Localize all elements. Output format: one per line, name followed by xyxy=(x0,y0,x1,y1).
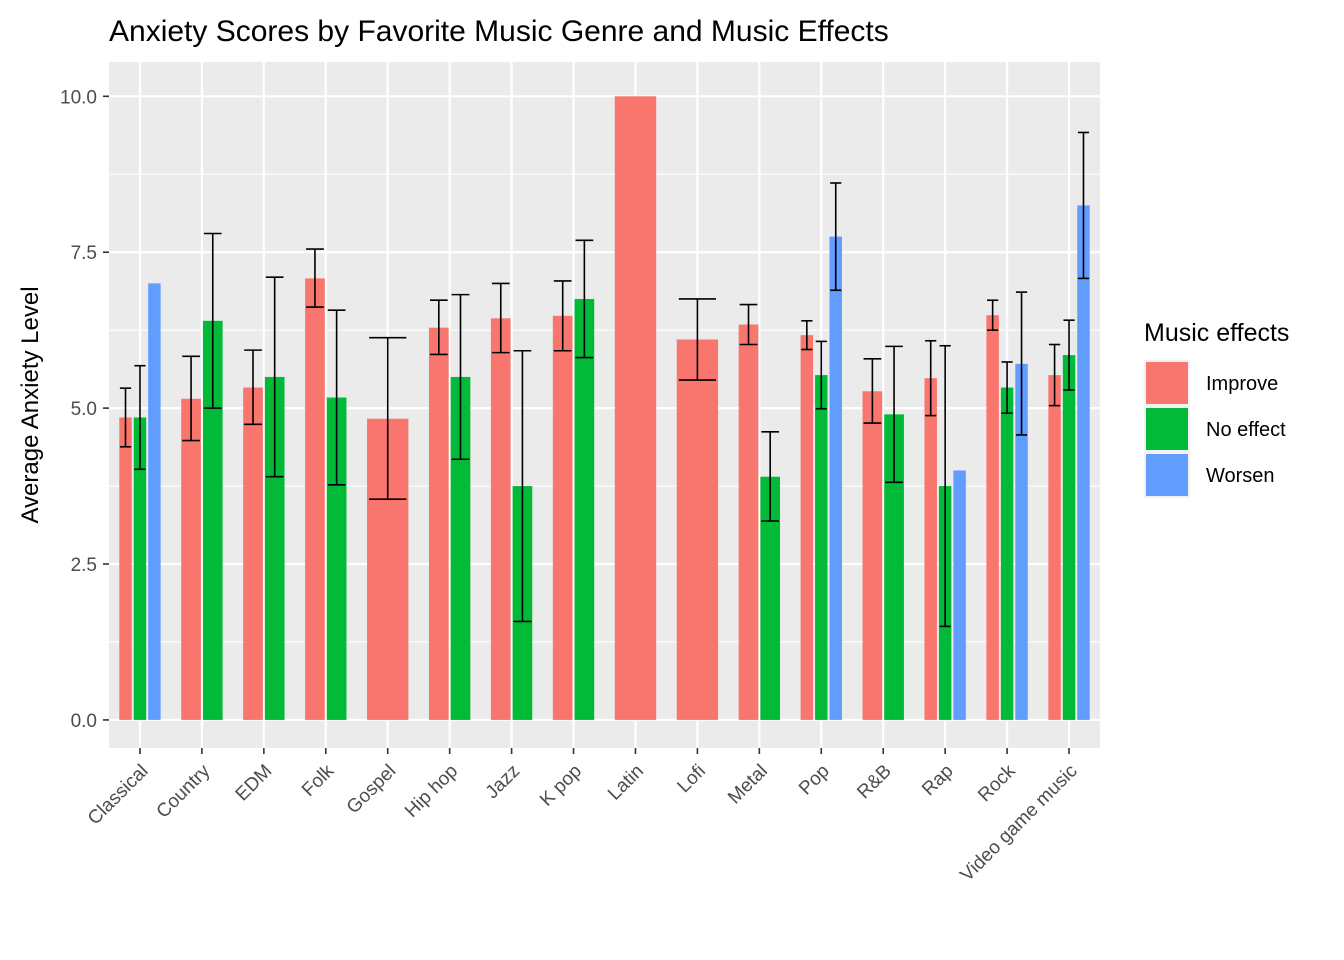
bar xyxy=(1015,363,1028,720)
bar xyxy=(243,387,263,720)
error-bar xyxy=(925,339,937,417)
legend-swatch xyxy=(1146,408,1188,450)
bar xyxy=(181,398,201,720)
bar xyxy=(884,414,904,720)
bar xyxy=(305,278,325,720)
error-bar xyxy=(678,298,717,381)
y-axis-label: Average Anxiety Level xyxy=(17,286,44,523)
bar xyxy=(326,397,347,720)
y-tick-label: 10.0 xyxy=(60,87,97,108)
bar xyxy=(1077,205,1090,720)
legend: Music effects Improve No effect Worsen xyxy=(1144,319,1289,498)
error-bar xyxy=(987,299,999,331)
bar xyxy=(133,417,147,720)
bar xyxy=(924,378,937,720)
error-bar xyxy=(761,431,780,522)
bar xyxy=(953,470,966,720)
bar xyxy=(676,339,719,720)
chart-title: Anxiety Scores by Favorite Music Genre a… xyxy=(109,15,889,48)
error-bar xyxy=(182,355,200,442)
bar xyxy=(1048,375,1061,720)
error-bar xyxy=(1015,291,1028,436)
bar xyxy=(450,376,471,720)
error-bar xyxy=(939,344,951,628)
bar xyxy=(760,476,781,720)
error-bar xyxy=(369,336,407,500)
error-bar xyxy=(815,340,827,410)
bars xyxy=(119,96,1090,720)
bar xyxy=(862,391,883,720)
bar xyxy=(574,298,595,720)
bar xyxy=(148,283,161,720)
error-bar xyxy=(830,182,842,292)
error-bar xyxy=(451,293,470,461)
bar xyxy=(552,315,573,720)
legend-title: Music effects xyxy=(1144,319,1289,347)
bar xyxy=(119,417,132,720)
y-tick-label: 7.5 xyxy=(71,243,97,264)
error-bar xyxy=(575,239,594,359)
legend-label: Worsen xyxy=(1206,465,1275,487)
error-bar xyxy=(429,299,448,356)
error-bar xyxy=(885,345,903,484)
error-bar xyxy=(553,280,572,352)
y-axis: 0.0 2.5 5.0 7.5 10.0 xyxy=(60,87,109,732)
error-bar xyxy=(513,349,532,623)
error-bar xyxy=(1048,343,1061,407)
error-bar xyxy=(327,309,346,486)
y-tick-label: 0.0 xyxy=(71,711,97,732)
error-bars xyxy=(119,131,1090,628)
error-bar xyxy=(491,282,510,354)
legend-swatch xyxy=(1146,362,1188,404)
bar xyxy=(1000,387,1014,720)
y-tick-label: 5.0 xyxy=(71,399,97,420)
legend-label: Improve xyxy=(1206,373,1278,395)
bar xyxy=(614,96,657,720)
bar xyxy=(986,315,999,720)
y-tick-label: 2.5 xyxy=(71,555,97,576)
bar xyxy=(800,335,814,720)
legend-items: Improve No effect Worsen xyxy=(1144,360,1286,498)
error-bar xyxy=(134,364,146,471)
bar xyxy=(202,320,223,720)
error-bar xyxy=(265,276,284,478)
error-bar xyxy=(306,248,324,308)
bar xyxy=(829,236,842,720)
legend-label: No effect xyxy=(1206,419,1286,441)
error-bar xyxy=(244,349,262,426)
legend-swatch xyxy=(1146,454,1188,496)
bar xyxy=(264,376,285,720)
error-bar xyxy=(801,320,813,351)
error-bar xyxy=(1001,361,1013,414)
bar xyxy=(428,327,449,720)
bar xyxy=(738,324,759,720)
bar xyxy=(1062,355,1076,720)
error-bar xyxy=(863,358,882,424)
error-bar xyxy=(1063,319,1075,391)
error-bar xyxy=(1077,131,1090,280)
bar xyxy=(815,375,828,720)
error-bar xyxy=(739,303,758,346)
bar xyxy=(490,318,511,720)
error-bar xyxy=(203,232,222,409)
error-bar xyxy=(119,387,132,448)
